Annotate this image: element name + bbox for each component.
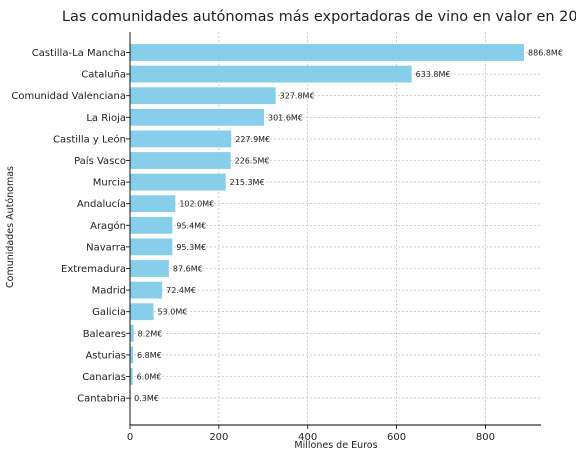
bar-la-rioja bbox=[130, 108, 265, 126]
x-tick-label: 600 bbox=[387, 432, 406, 443]
category-label: Navarra bbox=[86, 242, 126, 253]
bar-asturias bbox=[130, 346, 134, 364]
chart-title: Las comunidades autónomas más exportador… bbox=[62, 9, 576, 25]
bar-andalucia bbox=[130, 195, 176, 213]
value-label: 327.8M€ bbox=[280, 92, 315, 101]
value-label: 72.4M€ bbox=[166, 286, 196, 295]
category-label: La Rioja bbox=[86, 113, 126, 124]
bar-baleares bbox=[130, 324, 134, 342]
value-label: 301.6M€ bbox=[268, 113, 303, 122]
bar-castilla-y-leon bbox=[130, 130, 232, 148]
category-label: Madrid bbox=[92, 286, 126, 297]
category-label: Cantabria bbox=[77, 394, 126, 405]
category-label: Murcia bbox=[93, 178, 126, 189]
y-axis-title: Comunidades Autónomas bbox=[5, 166, 16, 288]
x-tick-label: 800 bbox=[476, 432, 495, 443]
value-labels: 886.8M€ 633.8M€ 327.8M€ 301.6M€ 227.9M€ 226.5… bbox=[134, 49, 563, 404]
category-label: Castilla-La Mancha bbox=[32, 48, 126, 59]
category-label: Comunidad Valenciana bbox=[11, 91, 126, 102]
x-tick-label: 400 bbox=[298, 432, 317, 443]
x-tick-label: 0 bbox=[127, 432, 133, 443]
value-label: 6.0M€ bbox=[137, 373, 162, 382]
bar-extremadura bbox=[130, 260, 169, 277]
bar-canarias bbox=[130, 368, 133, 385]
category-label: Cataluña bbox=[81, 70, 126, 81]
value-label: 6.8M€ bbox=[137, 351, 162, 360]
category-label: Canarias bbox=[82, 372, 126, 383]
x-axis-title: Millones de Euros bbox=[294, 440, 377, 451]
category-label: Castilla y León bbox=[53, 133, 126, 145]
value-label: 215.3M€ bbox=[230, 178, 265, 187]
category-label: País Vasco bbox=[74, 155, 126, 167]
x-tick-labels: 0 200 400 600 800 bbox=[127, 425, 495, 443]
value-label: 226.5M€ bbox=[235, 157, 270, 166]
category-label: Asturias bbox=[85, 350, 126, 361]
value-label: 95.3M€ bbox=[176, 243, 206, 252]
value-label: 8.2M€ bbox=[138, 329, 163, 338]
category-label: Aragón bbox=[90, 220, 126, 232]
category-label: Extremadura bbox=[61, 264, 126, 275]
category-labels: Castilla-La Mancha Cataluña Comunidad Vale… bbox=[11, 48, 130, 405]
bar-cataluna bbox=[130, 65, 412, 83]
bar-pais-vasco bbox=[130, 152, 231, 169]
bar-castilla-la-mancha bbox=[130, 44, 525, 61]
category-label: Baleares bbox=[83, 329, 126, 340]
value-label: 95.4M€ bbox=[176, 221, 206, 230]
value-label: 53.0M€ bbox=[158, 308, 188, 317]
bar-comunidad-valenciana bbox=[130, 87, 276, 105]
value-label: 0.3M€ bbox=[134, 394, 159, 403]
bar-galicia bbox=[130, 303, 154, 321]
value-label: 87.6M€ bbox=[173, 265, 203, 274]
bar-murcia bbox=[130, 173, 226, 191]
x-tick-label: 200 bbox=[209, 432, 228, 443]
value-label: 102.0M€ bbox=[179, 200, 214, 209]
value-label: 633.8M€ bbox=[416, 70, 451, 79]
category-label: Andalucía bbox=[77, 198, 126, 210]
bar-aragon bbox=[130, 216, 173, 234]
bars bbox=[130, 44, 525, 407]
value-label: 227.9M€ bbox=[235, 135, 270, 144]
bar-madrid bbox=[130, 281, 163, 299]
bar-navarra bbox=[130, 238, 173, 256]
category-label: Galicia bbox=[92, 307, 126, 318]
value-label: 886.8M€ bbox=[528, 49, 563, 58]
